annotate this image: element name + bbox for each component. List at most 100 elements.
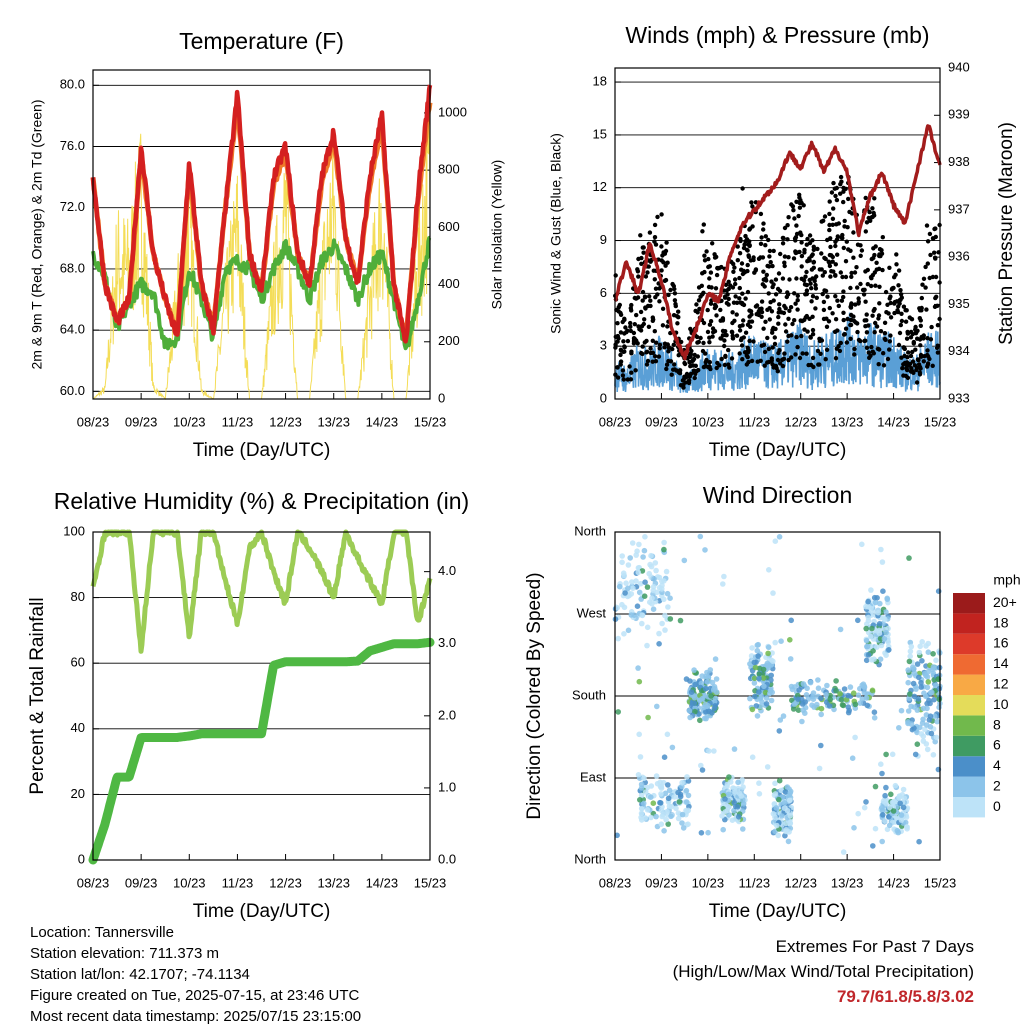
gust-point: [819, 338, 825, 343]
temperature-xtick-label: 10/23: [173, 414, 206, 429]
gust-point: [761, 277, 766, 282]
gust-point: [858, 281, 863, 287]
legend-label: 16: [993, 635, 1009, 651]
gust-point: [730, 285, 736, 290]
gust-point: [616, 304, 621, 310]
direction-point: [697, 717, 703, 724]
winds-xtick-label: 13/23: [831, 414, 864, 429]
gust-point: [793, 238, 798, 243]
gust-point: [787, 308, 792, 313]
gust-point: [868, 218, 873, 223]
gust-point: [701, 222, 706, 227]
gust-point: [863, 195, 868, 201]
direction-point: [683, 799, 690, 805]
direction-point: [731, 785, 738, 792]
gust-point: [930, 274, 936, 280]
direction-point: [911, 704, 918, 710]
direction-point: [924, 674, 931, 680]
gust-point: [918, 323, 923, 328]
direction-point: [627, 555, 633, 561]
gust-point: [745, 354, 750, 360]
gust-point: [733, 281, 738, 287]
gust-point: [712, 329, 718, 334]
direction-point: [789, 686, 796, 693]
direction-point: [871, 594, 878, 601]
direction-point: [865, 598, 871, 605]
gust-point: [715, 266, 721, 271]
temperature-xtick-label: 14/23: [366, 414, 399, 429]
direction-point: [740, 826, 746, 832]
gust-point: [681, 382, 686, 388]
direction-point: [666, 803, 673, 810]
direction-points: [612, 533, 943, 855]
gust-point: [898, 288, 903, 293]
gust-point: [838, 270, 843, 275]
gust-point: [767, 248, 773, 254]
direction-point: [849, 755, 856, 761]
gust-point: [869, 344, 874, 350]
direction-point: [901, 795, 908, 801]
direction-point: [914, 741, 921, 747]
gust-point: [776, 314, 781, 320]
direction-point: [727, 779, 734, 785]
gust-point: [679, 339, 684, 345]
direction-point: [779, 813, 785, 819]
gust-point: [797, 200, 802, 206]
direction-point: [760, 666, 767, 673]
gust-point: [655, 214, 660, 220]
gust-point: [682, 360, 687, 366]
gust-point: [827, 305, 832, 311]
gust-point: [769, 309, 775, 314]
humidity-xtick-label: 11/23: [222, 875, 254, 890]
direction-point: [772, 538, 779, 544]
gust-point: [878, 329, 884, 334]
direction-point: [640, 554, 646, 560]
direction-point: [701, 715, 708, 722]
gust-point: [920, 282, 925, 287]
direction-point: [663, 568, 670, 575]
gust-point: [645, 358, 651, 364]
gust-point: [841, 185, 846, 191]
humidity-title: Relative Humidity (%) & Precipitation (i…: [54, 488, 469, 514]
gust-point: [877, 252, 882, 257]
direction-point: [653, 773, 660, 779]
gust-point: [696, 298, 702, 303]
direction-point: [751, 680, 758, 686]
direction-point: [936, 696, 943, 703]
gust-point: [928, 337, 934, 342]
gust-point: [740, 300, 745, 306]
gust-point: [825, 294, 830, 299]
gust-point: [623, 325, 628, 330]
winds-y2tick-label: 936: [948, 249, 970, 264]
gust-point: [917, 372, 923, 377]
gust-point: [868, 275, 874, 280]
gust-point: [740, 357, 745, 362]
gust-point: [813, 282, 818, 288]
direction-point: [815, 677, 821, 683]
direction-point: [641, 593, 648, 599]
gust-point: [804, 282, 809, 288]
direction-point: [614, 832, 620, 839]
gust-point: [770, 284, 775, 290]
gust-point: [782, 254, 788, 259]
direction-point: [623, 580, 629, 586]
direction-point: [784, 807, 791, 814]
direction-point: [883, 800, 889, 806]
gust-point: [833, 239, 838, 244]
gust-point: [618, 352, 623, 358]
gust-point: [657, 299, 662, 304]
temperature-y2tick-label: 1000: [438, 104, 467, 119]
direction-point: [756, 780, 762, 786]
gust-point: [773, 326, 778, 332]
gust-point: [760, 282, 765, 287]
gust-point: [880, 235, 885, 240]
gust-point: [882, 320, 888, 325]
temperature-xlabel: Time (Day/UTC): [193, 440, 331, 461]
direction-point: [711, 705, 718, 712]
direction-point: [667, 595, 673, 601]
gust-point: [849, 274, 854, 279]
gust-point: [635, 341, 640, 346]
direction-point: [800, 707, 806, 713]
gust-point: [885, 356, 891, 362]
gust-point: [737, 275, 742, 281]
